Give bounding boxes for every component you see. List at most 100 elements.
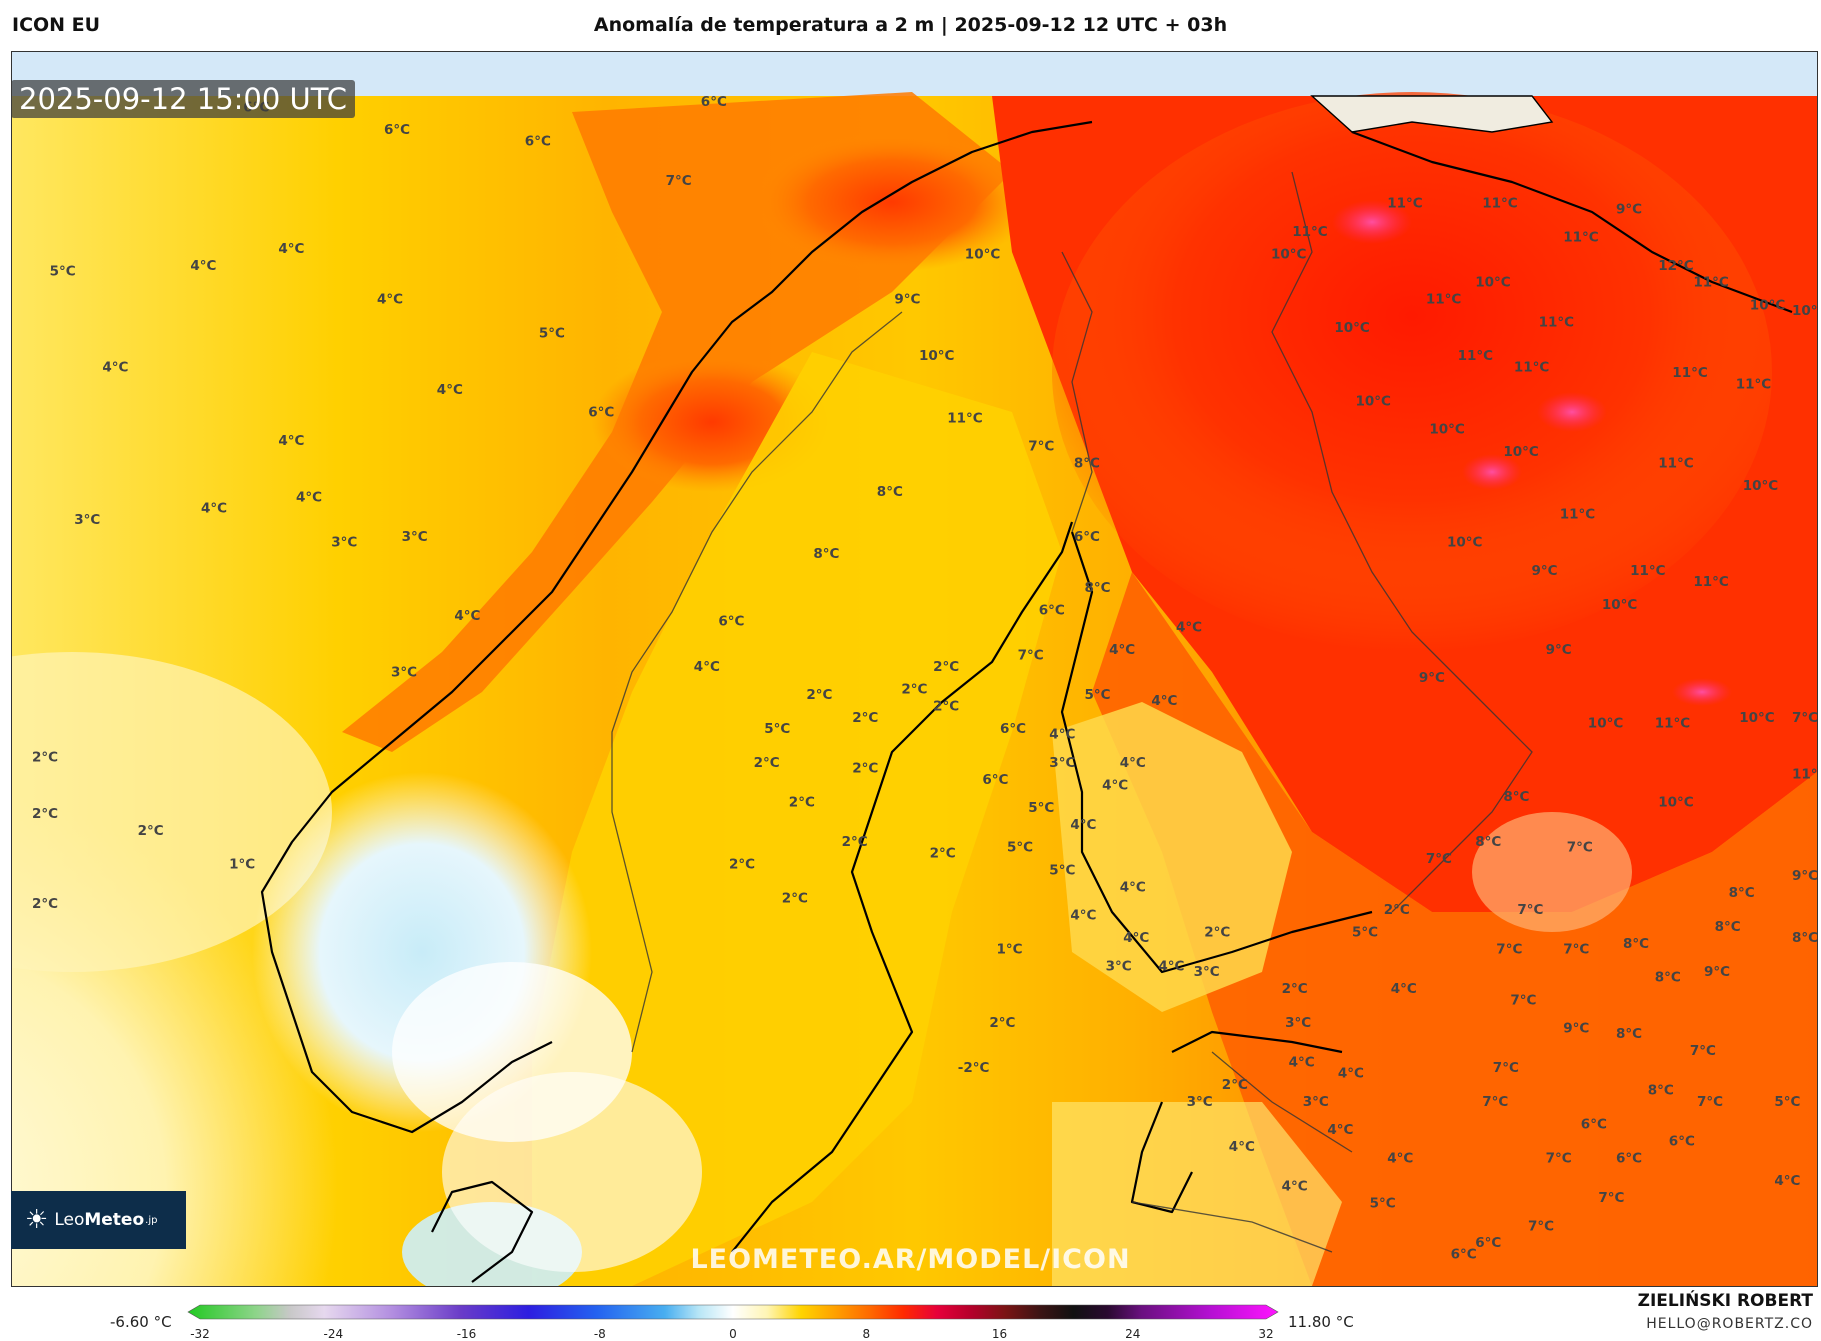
temperature-label: 6°C (1475, 1235, 1501, 1251)
sun-icon: ☀ (25, 1205, 49, 1235)
temperature-label: 4°C (201, 501, 227, 517)
temperature-label: 10°C (1750, 297, 1786, 313)
temperature-label: 6°C (1000, 721, 1026, 737)
temperature-label: 11°C (1514, 359, 1550, 375)
colorbar-gradient (187, 1304, 1279, 1320)
temperature-label: 11°C (1693, 574, 1729, 590)
temperature-label: 8°C (1623, 936, 1649, 952)
temperature-label: 3°C (1049, 755, 1075, 771)
colorbar-min-label: -6.60 °C (110, 1313, 172, 1331)
temperature-label: 8°C (1616, 1026, 1642, 1042)
colorbar-tick: 8 (862, 1327, 871, 1341)
temperature-label: 4°C (1070, 908, 1096, 924)
colorbar-tick: 16 (991, 1327, 1008, 1341)
temperature-label: 4°C (1070, 817, 1096, 833)
temperature-label: 11°C (1693, 275, 1729, 291)
temperature-label: 10°C (1356, 393, 1392, 409)
temperature-label: 7°C (1563, 941, 1589, 957)
temperature-label: 5°C (764, 721, 790, 737)
finland-yellow (1052, 702, 1292, 1012)
temperature-label: 9°C (1563, 1021, 1589, 1037)
temperature-label: 2°C (32, 896, 58, 912)
estonia-coast (1171, 1030, 1343, 1054)
temperature-label: 7°C (1018, 648, 1044, 664)
temperature-label: 4°C (278, 433, 304, 449)
temperature-label: 7°C (1028, 439, 1054, 455)
temperature-label: 8°C (1648, 1083, 1674, 1099)
pink-spot-3 (1462, 454, 1522, 490)
temperature-label: 5°C (1370, 1196, 1396, 1212)
temperature-label: 7°C (1546, 1150, 1572, 1166)
denmark-coast (431, 1180, 534, 1283)
temperature-label: 7°C (1528, 1218, 1554, 1234)
temperature-label: 11°C (1736, 376, 1772, 392)
temperature-label: 11°C (947, 410, 983, 426)
temperature-label: 2°C (1282, 981, 1308, 997)
temperature-label: 5°C (1028, 800, 1054, 816)
temperature-label: 4°C (1109, 642, 1135, 658)
temperature-label: 4°C (1123, 930, 1149, 946)
logo-brand2: Meteo (84, 1210, 145, 1230)
temperature-label: 6°C (701, 94, 727, 110)
author-name: ZIELIŃSKI ROBERT (1637, 1291, 1813, 1311)
temperature-label: 9°C (1616, 201, 1642, 217)
model-name: ICON EU (12, 14, 101, 36)
norway-sweden-border (611, 311, 903, 1053)
temperature-label: 2°C (1384, 902, 1410, 918)
temperature-label: 4°C (1391, 981, 1417, 997)
temperature-label: 8°C (1475, 834, 1501, 850)
temperature-label: 2°C (789, 795, 815, 811)
temperature-label: 7°C (1496, 941, 1522, 957)
sweden-finland-border (1061, 251, 1093, 533)
logo-suffix: .jp (145, 1214, 158, 1226)
temperature-label: 3°C (1187, 1094, 1213, 1110)
temperature-label: 5°C (1049, 862, 1075, 878)
chart-title: Anomalía de temperatura a 2 m | 2025-09-… (593, 14, 1228, 36)
temperature-label: 4°C (1176, 619, 1202, 635)
temperature-label: 7°C (1482, 1094, 1508, 1110)
temperature-label: 7°C (666, 173, 692, 189)
temperature-label: 8°C (813, 546, 839, 562)
temperature-label: 5°C (1007, 840, 1033, 856)
temperature-label: 11°C (1563, 230, 1599, 246)
temperature-label: 8°C (1655, 970, 1681, 986)
sweden-gulf-coast (731, 521, 1074, 1253)
temperature-label: 6°C (1039, 602, 1065, 618)
temperature-label: 7°C (1792, 710, 1818, 726)
temperature-label: 8°C (1503, 789, 1529, 805)
temperature-label: 9°C (894, 292, 920, 308)
hot-core (1052, 92, 1772, 652)
temperature-label: 3°C (1194, 964, 1220, 980)
temperature-label: 2°C (933, 659, 959, 675)
temperature-label: 7°C (1697, 1094, 1723, 1110)
temperature-label: 4°C (377, 292, 403, 308)
pale-spot (1472, 812, 1632, 932)
temperature-label: 7°C (1567, 840, 1593, 856)
temperature-label: 10°C (965, 246, 1001, 262)
orange-east-region (1092, 572, 1817, 1286)
colorbar-tick: -8 (593, 1327, 606, 1341)
temperature-label: 4°C (1338, 1066, 1364, 1082)
temperature-label: 4°C (1289, 1054, 1315, 1070)
temperature-label: 11°C (1539, 314, 1575, 330)
temperature-label: 7°C (1517, 902, 1543, 918)
temperature-label: 4°C (1102, 778, 1128, 794)
temperature-label: 6°C (525, 133, 551, 149)
leometeo-logo: ☀ Leo Meteo .jp (11, 1191, 186, 1249)
colorbar-max-label: 11.80 °C (1288, 1313, 1354, 1331)
temperature-label: 10°C (1658, 795, 1694, 811)
temperature-label: 10°C (1334, 320, 1370, 336)
coastlines (260, 120, 1793, 1283)
temperature-label: 10°C (1475, 275, 1511, 291)
temperature-label: 11°C (1458, 348, 1494, 364)
colorbar-tick: 32 (1258, 1327, 1274, 1341)
temperature-label: 9°C (1792, 868, 1818, 884)
pink-spot-2 (1537, 392, 1607, 432)
temperature-label: 4°C (1120, 755, 1146, 771)
temperature-label: 4°C (296, 489, 322, 505)
temperature-label: 7°C (1426, 851, 1452, 867)
temperature-label: 2°C (806, 687, 832, 703)
temperature-label: 6°C (1074, 529, 1100, 545)
temperature-label: 4°C (1229, 1139, 1255, 1155)
finland-russia-border (1271, 171, 1533, 913)
